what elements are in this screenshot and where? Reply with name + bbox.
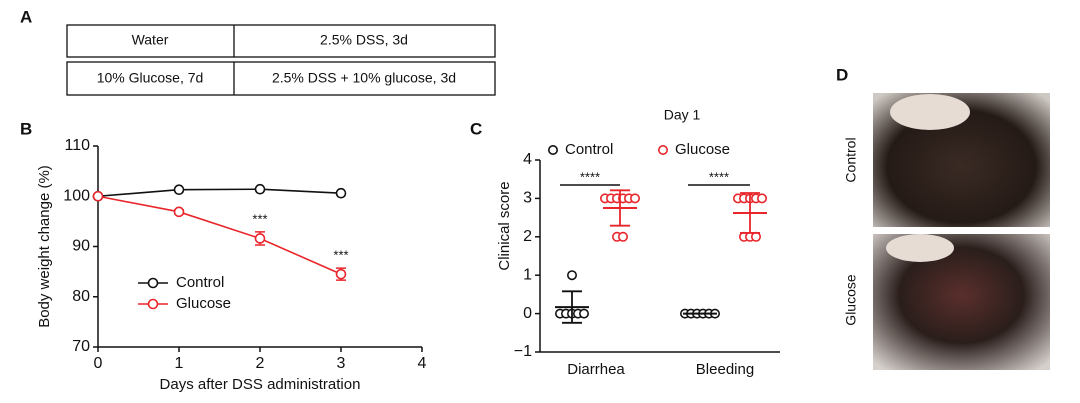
data-point [617,231,628,242]
significance: *** [252,211,267,226]
x-tick-label: Bleeding [696,361,754,378]
error-bar [740,192,760,234]
significance: **** [580,169,600,184]
y-tick-label: −1 [514,343,532,360]
legend-swatch [547,145,558,156]
data-point [254,183,266,195]
x-tick-label: 2 [256,355,265,372]
y-tick-label: 2 [523,228,532,245]
error-bar [562,290,582,324]
x-tick-label: 0 [94,355,103,372]
table-row [66,61,496,96]
y-tick-label: 80 [72,288,90,305]
y-tick-label: 100 [63,187,90,204]
y-tick-label: 110 [64,137,90,154]
x-tick-label: 1 [175,355,184,372]
photo-label: Glucose [843,274,859,326]
x-tick-label: 4 [418,355,427,372]
legend-label: Control [565,141,613,158]
panel-label: A [20,7,32,26]
y-tick-label: 0 [523,305,532,322]
glove [890,94,970,130]
table-row [66,24,496,58]
data-point [173,206,185,218]
data-point [629,193,640,204]
legend-swatch [657,145,668,156]
y-axis-label: Clinical score [496,181,513,270]
glove [886,234,954,262]
y-tick-label: 70 [72,338,90,355]
table-cell: 10% Glucose, 7d [97,70,204,86]
chart-title: Day 1 [664,107,701,123]
data-point [566,270,577,281]
data-point [173,184,185,196]
series-line [97,188,342,198]
legend-swatch [147,298,159,310]
y-axis-label: Body weight change (%) [36,165,53,328]
data-point [578,308,589,319]
series-line [97,195,342,275]
y-tick-label: 3 [523,190,532,207]
data-point [756,193,767,204]
legend-label: Glucose [675,141,730,158]
table-cell: 2.5% DSS, 3d [320,32,408,48]
y-tick-label: 1 [523,266,532,283]
data-point [92,190,104,202]
legend-swatch [147,277,159,289]
legend-label: Glucose [176,295,231,312]
error-bar [610,189,630,227]
y-tick-label: 4 [523,151,532,168]
legend-label: Control [176,274,224,291]
photo-label: Control [843,137,859,182]
panel-label: C [470,119,482,138]
data-point [335,268,347,280]
table-cell: Water [132,32,169,48]
table-cell: 2.5% DSS + 10% glucose, 3d [272,70,456,86]
significance: **** [709,169,729,184]
x-axis-label: Days after DSS administration [160,376,361,393]
data-point [254,233,266,244]
protocol-table [66,24,496,96]
significance: *** [333,248,348,263]
y-tick-label: 90 [72,238,90,255]
x-tick-label: Diarrhea [567,361,625,378]
panel-label: B [20,119,32,138]
panel-label: D [836,65,848,84]
x-tick-label: 3 [337,355,346,372]
data-point [335,187,347,199]
